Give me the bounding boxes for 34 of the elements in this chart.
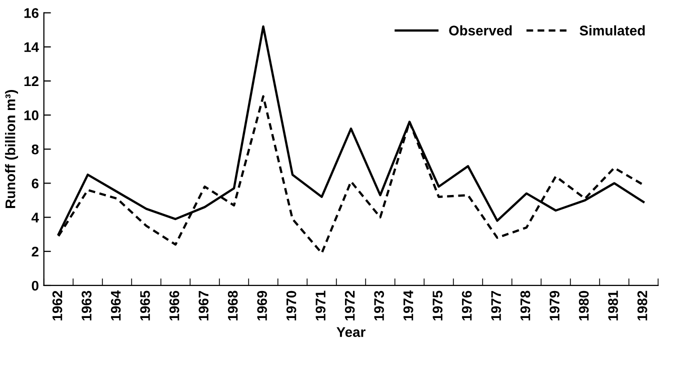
x-tick-label: 1977 bbox=[491, 290, 501, 320]
y-tick-label: 16 bbox=[24, 8, 39, 18]
x-tick-label: 1967 bbox=[198, 290, 208, 320]
x-tick-label: 1971 bbox=[316, 290, 326, 320]
y-tick-label: 12 bbox=[24, 76, 38, 86]
x-tick-label: 1973 bbox=[374, 290, 384, 320]
x-axis-title: Year bbox=[336, 327, 366, 337]
x-tick-label: 1963 bbox=[82, 290, 92, 320]
x-tick-label: 1970 bbox=[286, 290, 296, 320]
y-tick-label: 10 bbox=[24, 110, 38, 120]
y-tick-label: 0 bbox=[32, 280, 38, 291]
x-tick-label: 1981 bbox=[608, 290, 618, 320]
y-tick-label: 14 bbox=[24, 42, 39, 52]
x-tick-label: 1972 bbox=[344, 290, 355, 320]
legend-label: Observed bbox=[449, 25, 512, 36]
x-tick-label: 1969 bbox=[257, 290, 267, 320]
x-tick-label: 1979 bbox=[550, 290, 560, 320]
x-tick-label: 1976 bbox=[462, 290, 472, 320]
y-tick-label: 4 bbox=[32, 212, 39, 222]
x-tick-label: 1980 bbox=[578, 290, 589, 320]
y-tick-label: 8 bbox=[32, 144, 39, 154]
x-tick-label: 1974 bbox=[403, 290, 414, 320]
y-tick-label: 6 bbox=[32, 178, 39, 188]
x-tick-label: 1962 bbox=[52, 290, 62, 320]
x-tick-label: 1965 bbox=[140, 290, 150, 320]
x-tick-label: 1975 bbox=[432, 290, 442, 320]
x-tick-label: 1982 bbox=[637, 290, 648, 320]
x-tick-label: 1964 bbox=[110, 290, 121, 320]
x-tick-label: 1966 bbox=[169, 290, 180, 320]
y-tick-label: 2 bbox=[32, 246, 38, 256]
y-axis-title: Runoff (billion m³) bbox=[5, 90, 18, 208]
x-tick-label: 1968 bbox=[228, 290, 238, 320]
x-tick-label: 1978 bbox=[520, 290, 530, 320]
legend-label: Simulated bbox=[580, 25, 645, 36]
